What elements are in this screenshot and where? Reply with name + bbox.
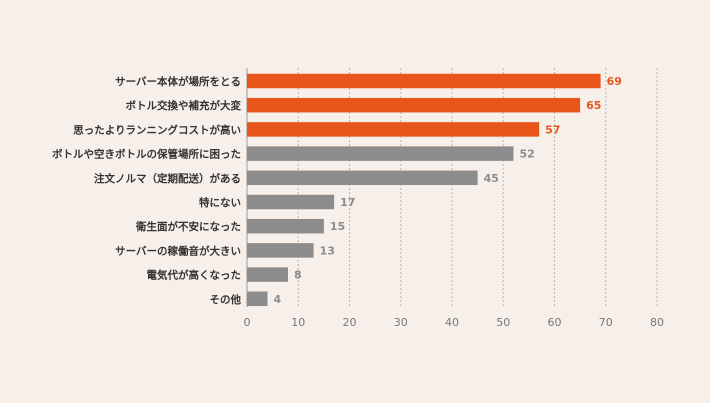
bar xyxy=(247,194,335,210)
category-label: ボトル交換や補充が大変 xyxy=(126,99,242,112)
bar xyxy=(247,73,601,89)
bar xyxy=(247,243,314,258)
x-tick-label: 0 xyxy=(244,316,251,329)
bar xyxy=(247,218,324,234)
x-tick-label: 40 xyxy=(445,316,459,329)
category-label: サーバー本体が場所をとる xyxy=(115,75,241,88)
category-label: 注文ノルマ（定期配送）がある xyxy=(94,172,241,185)
x-tick-label: 80 xyxy=(650,316,664,329)
x-tick-label: 20 xyxy=(343,316,357,329)
category-label: 衛生面が不安になった xyxy=(135,220,241,233)
x-tick-label: 50 xyxy=(496,316,510,329)
value-label: 57 xyxy=(545,123,560,136)
value-label: 15 xyxy=(330,220,345,233)
value-label: 45 xyxy=(484,172,499,185)
category-label: その他 xyxy=(210,293,242,306)
value-label: 52 xyxy=(520,148,535,161)
value-label: 17 xyxy=(340,196,355,209)
category-label: 特にない xyxy=(199,196,241,209)
category-label: サーバーの稼働音が大きい xyxy=(115,244,241,257)
value-label: 69 xyxy=(607,75,622,88)
bar xyxy=(247,97,581,113)
bar xyxy=(247,122,540,137)
value-label: 13 xyxy=(320,244,335,257)
bar xyxy=(247,170,478,186)
x-tick-label: 60 xyxy=(548,316,562,329)
bar xyxy=(247,291,268,307)
value-label: 8 xyxy=(294,269,302,282)
category-label: 思ったよりランニングコストが高い xyxy=(73,123,241,136)
bar xyxy=(247,267,288,282)
x-tick-label: 70 xyxy=(599,316,613,329)
x-tick-label: 10 xyxy=(291,316,305,329)
value-label: 65 xyxy=(586,99,601,112)
value-label: 4 xyxy=(274,293,282,306)
x-tick-label: 30 xyxy=(394,316,408,329)
bar xyxy=(247,146,514,161)
category-label: 電気代が高くなった xyxy=(147,269,242,282)
category-label: ボトルや空きボトルの保管場所に困った xyxy=(52,148,241,161)
